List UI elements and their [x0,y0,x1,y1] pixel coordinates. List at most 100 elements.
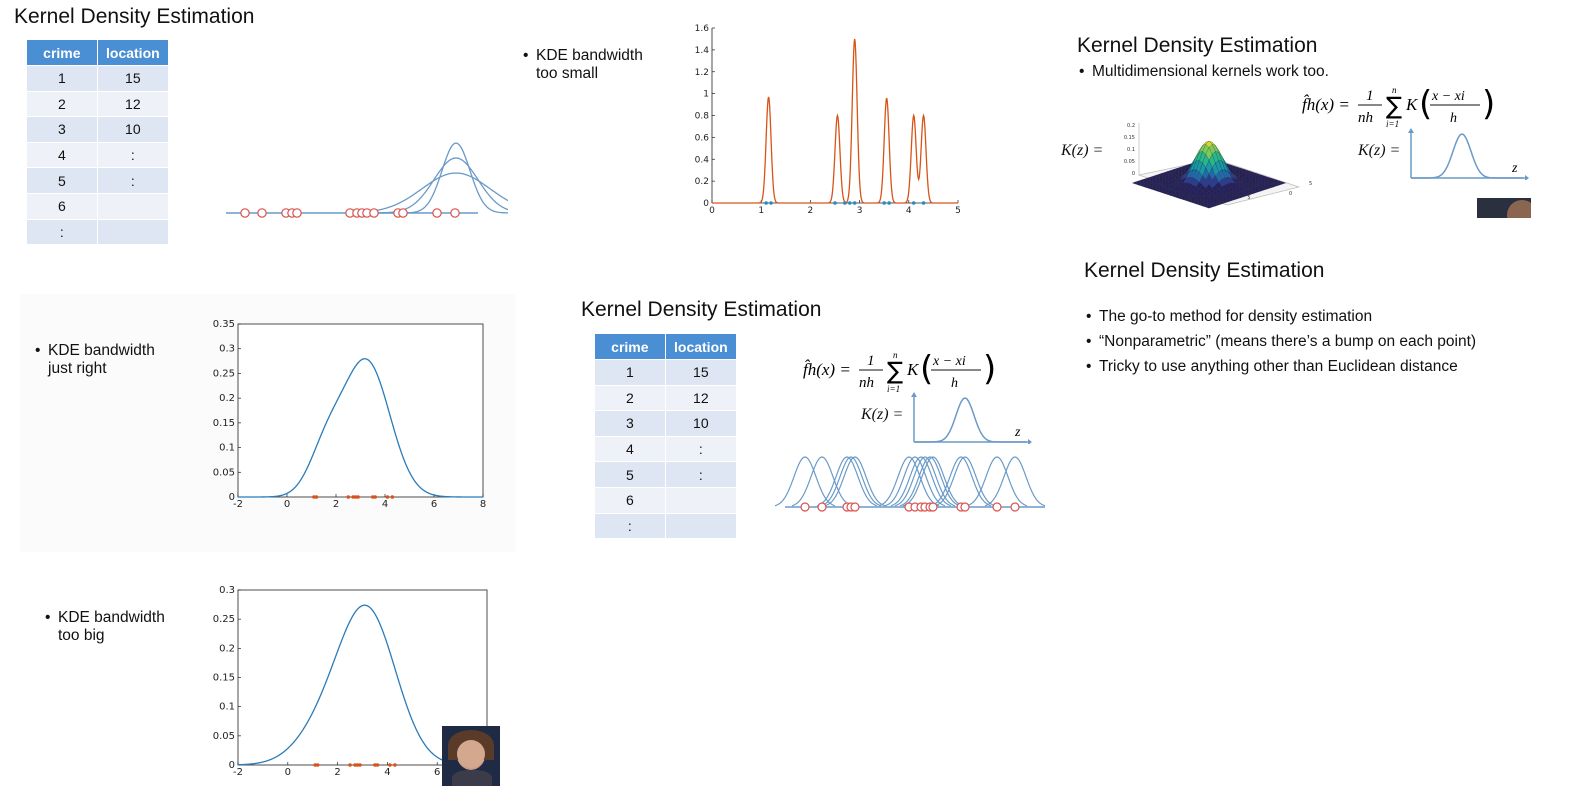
y-tick-label: 0.25 [213,368,235,379]
x-tick-label: 5 [1247,195,1250,201]
x-tick-label: 1 [758,206,764,216]
data-point [348,763,352,767]
formula-arg-den: h [1450,111,1457,126]
slide-title: Kernel Density Estimation [14,5,255,28]
sketch-point [240,208,250,218]
kernel-label-1d: K(z) = [861,406,904,423]
data-point [388,763,392,767]
table-row: 5: [595,461,738,488]
sketch-bump [820,456,882,507]
surface-cell [1205,206,1213,209]
formula-sum-top: n [1392,85,1397,95]
data-point [847,201,852,205]
data-point [373,495,377,499]
table-cell-location: : [97,141,170,168]
y-tick-label: 1.4 [695,46,710,56]
sketch-bump [816,456,878,507]
bullet-too-big: • KDE bandwidth too big [45,609,165,645]
slide-panel-kernel-sum: Kernel Density Estimation crime location… [575,292,1050,539]
table-row: 4: [595,435,738,462]
table-row: 3 10 [27,116,170,143]
table-cell-location: 10 [97,116,170,143]
sketch-bump [824,456,886,507]
slide-panel-too-big: • KDE bandwidth too big -2 0 2 4 6 0 0.05 0.1 0.… [20,574,502,789]
x-tick-label: 0 [709,206,715,216]
kernel-x-arrow [1028,439,1032,444]
table-cell-crime: 2 [595,384,666,411]
z-tick-label: 0.05 [1124,159,1135,165]
data-point [887,201,891,205]
formula-lhs: f̂h(x) = [1302,94,1350,114]
kernel-label-2d: K(z) = [1061,142,1104,159]
sketch-point [432,208,442,218]
x-tick-label: 8 [480,499,486,510]
table-cell-crime: 2 [27,90,98,117]
table-row: : [595,512,738,539]
bullet-dot: • [1079,63,1085,80]
bullet-dot: • [1086,358,1092,375]
y-tick-label: 1 [703,90,709,100]
formula-frac-den: nh [1358,110,1373,126]
sketch-bump [365,172,508,213]
bullet-multidim-text: Multidimensional kernels work too. [1092,63,1329,80]
data-point [390,495,395,499]
y-tick-label: 0.3 [219,344,235,355]
sketch-point [257,208,267,218]
x-tick-label: 2 [333,499,339,510]
formula-kernel: K [1405,95,1419,114]
bullet-line-2: too small [536,65,599,82]
bullet-line-2: just right [48,360,107,377]
slide-title: Kernel Density Estimation [1077,34,1318,57]
sketch-point [1010,502,1020,512]
bullet-line-1: KDE bandwidth [58,609,165,626]
table-row: 2 12 [595,384,738,411]
webcam-face [1507,200,1531,218]
slide-title: Kernel Density Estimation [1084,259,1325,282]
table-cell-location: 10 [665,410,738,437]
formula-kernel: K [906,360,920,379]
table-row: 6 [595,486,738,514]
sketch-point [992,502,1002,512]
data-point [764,201,768,205]
z-tick-label: 0.15 [1124,135,1135,141]
formula-frac-num: 1 [867,353,875,369]
table-cell-crime: 4 [27,141,98,168]
slide-panel-too-small: • KDE bandwidth too small 0 1 2 3 4 5 0 0.2 0.4 0… [515,18,975,230]
table-cell-location [665,512,738,539]
sketch-point [960,502,970,512]
y-tick-label: 0.35 [213,319,235,330]
gaussian-surface-3d: 0 0.05 0.1 0.15 0.2 -5 0 5 5 0 [1124,123,1312,209]
x-tick-label: 6 [434,767,440,778]
kernel-x-arrow [1525,175,1529,180]
sketch-bump [966,456,1028,507]
table-header-location: location [665,334,738,360]
formula-sum-bottom: i=1 [1386,119,1399,129]
table-cell-crime: 1 [27,65,98,92]
y-tick-label: 0.6 [695,133,710,143]
sketch-point [450,208,460,218]
table-cell-location: 12 [97,90,170,117]
y-tick-label: 5 [1309,181,1312,187]
table-row: 1 15 [27,65,170,92]
table-cell-crime: 6 [27,192,98,220]
density-curve [712,38,958,204]
data-point [882,201,886,205]
y-tick-label: 0 [229,492,235,503]
table-cell-location [97,192,170,220]
z-tick-label: 0.1 [1127,147,1135,153]
table-cell-location: : [97,167,170,194]
bullet-dot: • [35,342,41,359]
data-point [346,495,351,499]
webcam-thumbnail [1477,198,1531,218]
sketch-bump [899,456,961,507]
bullet-just-right: • KDE bandwidth just right [35,342,155,378]
formula-paren-close: ) [983,349,996,389]
table-row: 4: [27,141,170,168]
density-curve [238,358,483,498]
y-tick-label: 0 [1289,191,1292,197]
data-point [358,763,362,767]
sketch-bump [884,456,946,507]
formula-paren-open: ( [1419,84,1432,124]
kernel-sketch-many [775,456,1046,512]
data-point [315,763,320,767]
